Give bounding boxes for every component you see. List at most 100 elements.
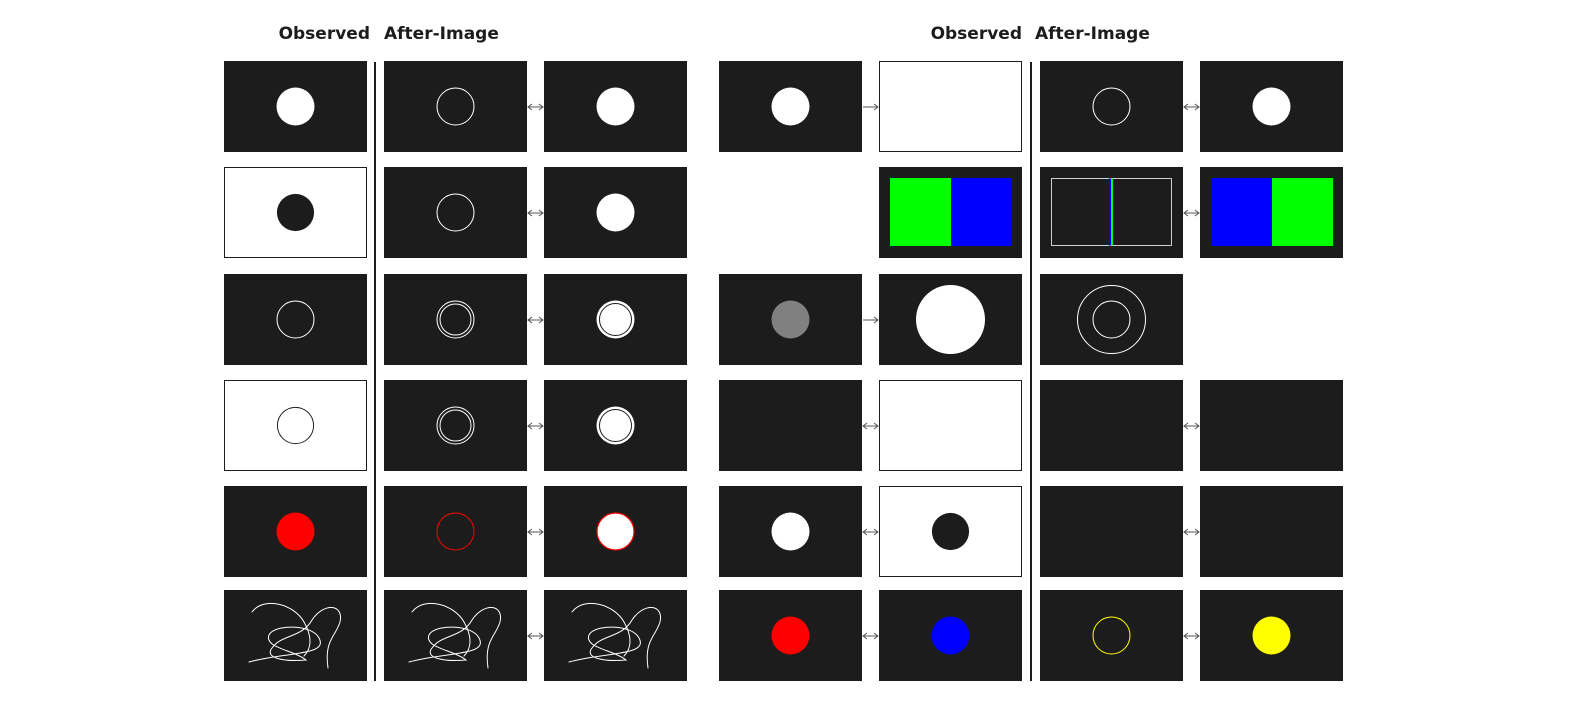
left-after-image-panel-3-graphic [436,300,475,339]
right-after-image-panel-1 [1040,61,1183,152]
white-ring [276,300,315,339]
right-after-image-panel-6 [1040,590,1183,681]
left-after-image-panel-6-graphic [408,602,501,669]
black-ring [276,406,315,445]
red-disc [771,616,810,655]
inner-white-ring [1092,300,1131,339]
yellow-ring [1092,616,1131,655]
left-percept-panel-2 [544,167,687,258]
left-observed-panel-4 [224,380,367,471]
left-percept-panel-3-graphic [596,300,635,339]
right-after-image-panel-3 [1040,274,1183,365]
red-disc [276,512,315,551]
left-after-image-panel-4-graphic [436,406,475,445]
left-after-image-panel-2-graphic [436,193,475,232]
right-observed-panel-6 [879,590,1022,681]
left-percept-panel-1 [544,61,687,152]
left-after-image-panel-6 [384,590,527,681]
left-percept-panel-5-graphic [596,512,635,551]
white-ring [436,193,475,232]
right-stimulus-panel-5-graphic [771,512,810,551]
left-after-image-panel-1-graphic [436,87,475,126]
right-percept-panel-6-graphic [1252,616,1291,655]
right-percept-panel-4-graphic [1200,380,1343,471]
right-percept-panel-1 [1200,61,1343,152]
right-percept-panel-5-graphic [1200,486,1343,577]
left-after-image-panel-3 [384,274,527,365]
left-percept-panel-1-graphic [596,87,635,126]
left-observed-panel-6 [224,590,367,681]
right-observed-panel-3 [879,274,1022,365]
left-observed-panel-4-graphic [276,406,315,445]
right-percept-panel-2 [1200,167,1343,258]
left-observed-panel-2 [224,167,367,258]
left-percept-panel-4-graphic [596,406,635,445]
right-observed-panel-6-graphic [931,616,970,655]
outer-white-ring [1077,285,1146,354]
right-observed-panel-5-graphic [931,512,970,551]
white-disc [771,512,810,551]
green-half [890,178,951,246]
left-column-divider [374,62,376,681]
right-stimulus-arrow-icon-4 [862,421,879,431]
left-percept-panel-5 [544,486,687,577]
right-stimulus-panel-5 [719,486,862,577]
left-double-arrow-icon-6 [527,631,544,641]
right-double-arrow-icon-4 [1183,421,1200,431]
left-percept-panel-6 [544,590,687,681]
right-stimulus-panel-4 [719,380,862,471]
left-percept-panel-4 [544,380,687,471]
right-stimulus-panel-4-graphic [719,380,862,471]
right-after-image-panel-4 [1040,380,1183,471]
white-disc [596,193,635,232]
right-after-image-panel-1-graphic [1092,87,1131,126]
black-disc [276,193,315,232]
right-observed-panel-2-graphic [890,178,1012,246]
right-stimulus-panel-1 [719,61,862,152]
right-stimulus-panel-3-graphic [771,300,810,339]
left-observed-panel-5 [224,486,367,577]
left-after-image-panel-2 [384,167,527,258]
right-after-image-panel-2-graphic [1051,178,1172,246]
left-after-image-panel-5 [384,486,527,577]
right-observed-panel-3-graphic [916,285,985,354]
red-ring [436,512,475,551]
left-after-image-header: After-Image [384,24,499,44]
right-observed-panel-1 [879,61,1022,152]
left-double-arrow-icon-3 [527,315,544,325]
left-observed-panel-1 [224,61,367,152]
right-stimulus-arrow-icon-6 [862,631,879,641]
left-percept-panel-3 [544,274,687,365]
white-disc [596,300,635,339]
outer-white-ring [436,406,475,445]
inner-white-ring [439,303,472,336]
blue-center-line [1109,178,1111,246]
right-after-image-panel-5 [1040,486,1183,577]
right-stimulus-panel-6 [719,590,862,681]
white-ring [436,87,475,126]
left-double-arrow-icon-2 [527,208,544,218]
white-ring [1092,87,1131,126]
right-percept-panel-6 [1200,590,1343,681]
white-curve [408,602,501,669]
right-double-arrow-icon-6 [1183,631,1200,641]
right-after-image-panel-4-graphic [1040,380,1183,471]
right-column-divider [1030,62,1032,681]
inner-dark-ring [599,409,632,442]
left-after-image-panel-1 [384,61,527,152]
right-observed-header: Observed [930,24,1022,44]
right-observed-panel-4-graphic [880,381,1021,470]
green-half [1272,178,1333,246]
large-white-disc [916,285,985,354]
right-stimulus-arrow-icon-1 [862,102,879,112]
left-double-arrow-icon-1 [527,102,544,112]
red-outlined-white-disc [596,512,635,551]
left-percept-panel-2-graphic [596,193,635,232]
right-double-arrow-icon-2 [1183,208,1200,218]
yellow-disc [1252,616,1291,655]
green-center-line [1111,178,1113,246]
white-disc [771,87,810,126]
left-observed-panel-3-graphic [276,300,315,339]
white-disc [1252,87,1291,126]
right-stimulus-panel-1-graphic [771,87,810,126]
